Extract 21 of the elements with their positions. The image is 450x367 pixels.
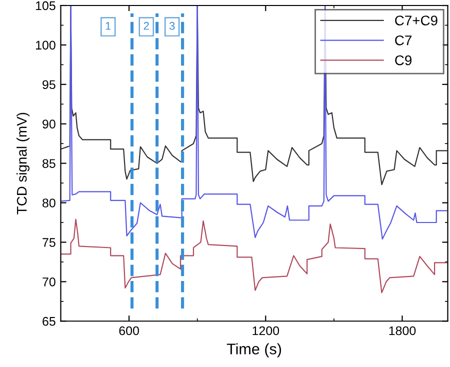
x-tick-label: 600 bbox=[119, 326, 139, 336]
x-tick-label: 1800 bbox=[389, 326, 416, 336]
annotation: 1 bbox=[106, 22, 111, 30]
y-tick-label: 90 bbox=[42, 120, 56, 129]
y-tick-label: 80 bbox=[42, 198, 56, 208]
y-tick-label: 75 bbox=[42, 238, 56, 247]
annotation: 2 bbox=[144, 22, 149, 30]
x-axis-title: Time (s) bbox=[226, 343, 282, 358]
y-tick-label: 100 bbox=[36, 40, 56, 50]
y-tick-label: 85 bbox=[42, 159, 56, 168]
y-axis-title: TCD signal (mV) bbox=[16, 112, 30, 214]
y-tick-label: 65 bbox=[42, 316, 56, 326]
legend-label: C9 bbox=[395, 55, 412, 66]
line-series bbox=[60, 218, 448, 294]
x-tick-label: 1200 bbox=[252, 326, 280, 336]
y-tick-label: 70 bbox=[42, 277, 56, 286]
legend-label: C7+C9 bbox=[395, 16, 438, 26]
y-tick-label: 105 bbox=[36, 1, 56, 10]
annotation: 3 bbox=[169, 22, 175, 30]
y-tick-label: 95 bbox=[42, 80, 56, 90]
legend-label: C7 bbox=[395, 35, 412, 46]
